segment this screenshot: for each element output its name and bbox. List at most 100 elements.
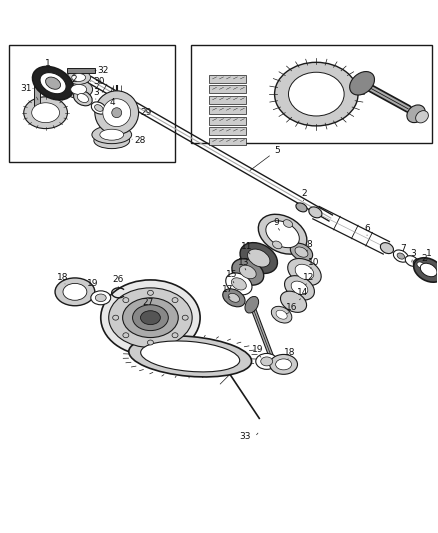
Ellipse shape [123, 333, 129, 338]
Ellipse shape [172, 333, 178, 338]
Ellipse shape [141, 341, 240, 372]
Text: 27: 27 [143, 298, 154, 307]
Text: 30: 30 [93, 77, 104, 86]
Ellipse shape [148, 340, 153, 345]
Ellipse shape [272, 241, 282, 249]
Ellipse shape [32, 103, 60, 123]
Text: 7: 7 [400, 244, 406, 253]
Text: 2: 2 [71, 75, 77, 84]
Text: 9: 9 [274, 218, 279, 227]
Text: 2: 2 [421, 254, 427, 263]
Ellipse shape [113, 315, 119, 320]
Bar [191, 45, 432, 143]
Text: 2: 2 [302, 189, 307, 198]
Ellipse shape [148, 290, 153, 295]
Ellipse shape [417, 262, 424, 268]
Bar [208, 106, 246, 114]
Ellipse shape [95, 294, 106, 302]
Ellipse shape [91, 102, 106, 114]
Ellipse shape [92, 126, 132, 143]
Ellipse shape [380, 243, 393, 254]
Text: 3: 3 [410, 248, 416, 257]
Ellipse shape [101, 280, 200, 356]
Ellipse shape [245, 296, 258, 313]
Ellipse shape [46, 77, 60, 89]
Ellipse shape [397, 253, 405, 259]
Ellipse shape [63, 284, 87, 300]
Ellipse shape [77, 94, 88, 102]
Ellipse shape [247, 249, 270, 267]
Text: 19: 19 [252, 345, 264, 354]
Ellipse shape [288, 259, 321, 286]
Ellipse shape [228, 293, 240, 302]
Ellipse shape [276, 310, 287, 319]
Text: 1: 1 [45, 59, 51, 68]
Ellipse shape [40, 72, 66, 94]
Text: 6: 6 [364, 224, 370, 233]
Ellipse shape [141, 311, 160, 325]
Ellipse shape [295, 247, 308, 257]
Text: 31: 31 [20, 84, 32, 93]
Ellipse shape [65, 80, 92, 98]
Ellipse shape [72, 74, 86, 82]
Text: 29: 29 [141, 108, 152, 117]
Ellipse shape [256, 353, 278, 369]
Ellipse shape [71, 84, 87, 94]
Ellipse shape [95, 104, 103, 111]
Ellipse shape [420, 263, 437, 277]
Ellipse shape [109, 288, 192, 348]
Ellipse shape [172, 297, 178, 303]
Ellipse shape [133, 305, 168, 330]
Ellipse shape [232, 259, 264, 285]
Bar [34, 71, 40, 106]
Text: 1: 1 [426, 248, 431, 257]
Ellipse shape [32, 67, 74, 100]
Text: 3: 3 [93, 87, 99, 96]
Ellipse shape [291, 281, 308, 295]
Ellipse shape [240, 243, 277, 273]
Ellipse shape [416, 111, 428, 123]
Ellipse shape [270, 354, 297, 374]
Ellipse shape [290, 243, 313, 261]
Ellipse shape [350, 71, 374, 95]
Text: 8: 8 [307, 240, 312, 248]
Ellipse shape [407, 105, 425, 123]
Ellipse shape [405, 256, 418, 266]
Bar [208, 85, 246, 93]
Text: 15: 15 [226, 270, 238, 279]
Ellipse shape [129, 336, 251, 377]
Ellipse shape [105, 110, 122, 124]
Text: 16: 16 [286, 303, 297, 312]
Bar [67, 68, 95, 74]
Ellipse shape [123, 298, 178, 337]
Text: 5: 5 [275, 146, 280, 155]
Ellipse shape [295, 264, 314, 280]
Ellipse shape [94, 133, 130, 149]
Ellipse shape [280, 291, 307, 312]
Text: 18: 18 [284, 348, 295, 357]
Ellipse shape [296, 203, 307, 212]
Ellipse shape [123, 297, 129, 303]
Text: 11: 11 [241, 241, 253, 251]
Ellipse shape [393, 250, 408, 262]
Ellipse shape [413, 259, 428, 271]
Text: 10: 10 [307, 257, 319, 266]
Text: 14: 14 [297, 288, 308, 297]
Ellipse shape [289, 72, 344, 116]
Ellipse shape [103, 99, 131, 127]
Text: 28: 28 [134, 136, 145, 145]
Ellipse shape [55, 278, 95, 306]
Ellipse shape [109, 113, 118, 121]
Ellipse shape [414, 258, 438, 282]
Ellipse shape [271, 306, 292, 323]
Text: 32: 32 [97, 66, 109, 75]
Bar [208, 117, 246, 125]
Bar [208, 75, 246, 83]
Ellipse shape [112, 108, 122, 118]
Ellipse shape [95, 91, 138, 134]
Ellipse shape [261, 357, 273, 366]
Text: 13: 13 [238, 257, 250, 266]
Text: 33: 33 [239, 432, 251, 441]
Text: 26: 26 [112, 276, 124, 285]
Ellipse shape [182, 315, 188, 320]
